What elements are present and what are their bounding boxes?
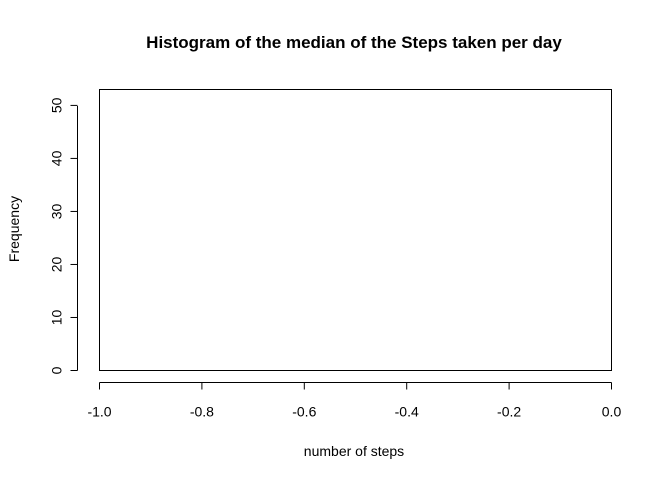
x-axis-ticks: -1.0 -0.8 -0.6 -0.4 -0.2 0.0 bbox=[87, 382, 622, 420]
x-tick-label: 0.0 bbox=[602, 404, 622, 420]
y-tick-label: 0 bbox=[49, 366, 65, 374]
y-tick-label: 40 bbox=[49, 150, 65, 166]
y-axis-ticks: 0 10 20 30 40 50 bbox=[49, 97, 78, 374]
x-tick-label: -0.4 bbox=[395, 404, 419, 420]
x-tick-label: -0.8 bbox=[190, 404, 214, 420]
y-tick-label: 20 bbox=[49, 256, 65, 272]
x-tick-label: -0.6 bbox=[292, 404, 316, 420]
y-tick-label: 30 bbox=[49, 203, 65, 219]
plot-frame bbox=[99, 89, 612, 371]
x-axis-label: number of steps bbox=[304, 443, 404, 459]
x-tick-label: -1.0 bbox=[87, 404, 111, 420]
chart-title: Histogram of the median of the Steps tak… bbox=[146, 33, 562, 52]
y-tick-label: 10 bbox=[49, 309, 65, 325]
x-tick-label: -0.2 bbox=[497, 404, 521, 420]
y-tick-label: 50 bbox=[49, 97, 65, 113]
y-axis-label: Frequency bbox=[6, 196, 22, 262]
